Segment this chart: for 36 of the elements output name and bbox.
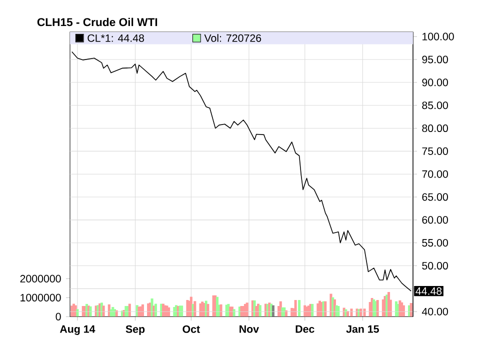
x-tick-label: Sep — [126, 325, 145, 336]
chart-title: CLH15 - Crude Oil WTI — [37, 18, 158, 26]
annotation: 44.48 — [416, 287, 442, 295]
bar — [76, 309, 79, 317]
legend-label: Vol: 720726 — [204, 34, 262, 42]
y2-tick-label: 95.00 — [422, 56, 448, 64]
bar — [102, 306, 105, 317]
y2-tick-label: 85.00 — [422, 102, 448, 110]
bar — [363, 308, 366, 317]
y-tick-label: 0 — [56, 312, 61, 320]
y2-tick-label: 50.00 — [422, 262, 448, 270]
bar — [350, 308, 353, 317]
x-tick-label: Jan 15 — [346, 325, 379, 333]
bar — [232, 309, 236, 317]
bar — [410, 302, 412, 317]
bar — [128, 304, 131, 317]
x-tick-label: Aug 14 — [60, 325, 96, 335]
y2-tick-label: 70.00 — [422, 170, 448, 178]
y2-tick-label: 65.00 — [422, 193, 448, 201]
legend-label: CL*1: 44.48 — [88, 34, 144, 42]
y-tick-label: 1000000 — [20, 294, 61, 302]
y2-tick-label: 55.00 — [422, 239, 448, 247]
x-tick-label: Dec — [296, 325, 314, 333]
y-tick-label: 2000000 — [20, 274, 61, 282]
y2-tick-label: 40.00 — [422, 308, 448, 316]
y2-tick-label: 80.00 — [422, 124, 448, 132]
x-tick-label: Nov — [240, 325, 259, 333]
y2-tick-label: 100.00 — [422, 32, 454, 40]
bar — [298, 300, 301, 317]
y2-tick-label: 75.00 — [422, 147, 448, 155]
y2-tick-label: 60.00 — [422, 216, 448, 224]
y2-tick-label: 90.00 — [422, 78, 448, 86]
bar — [402, 305, 405, 317]
bar — [294, 300, 297, 317]
x-tick-label: Oct — [182, 325, 200, 333]
bar — [206, 304, 210, 317]
